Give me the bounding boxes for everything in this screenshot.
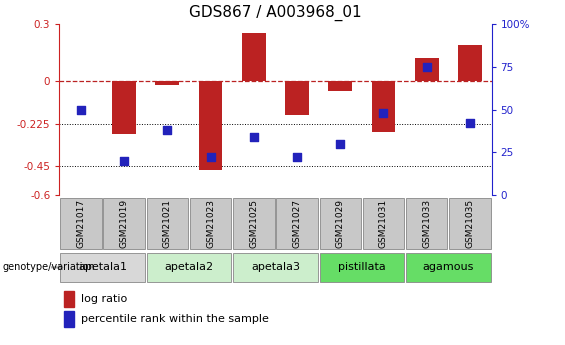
- Point: [293, 155, 302, 160]
- Point: [76, 107, 85, 112]
- Bar: [372, 81, 396, 132]
- Text: GSM21035: GSM21035: [466, 199, 475, 248]
- FancyBboxPatch shape: [147, 198, 188, 249]
- Text: percentile rank within the sample: percentile rank within the sample: [81, 314, 269, 324]
- Point: [163, 127, 172, 133]
- Text: GSM21031: GSM21031: [379, 199, 388, 248]
- Point: [379, 110, 388, 116]
- Point: [336, 141, 345, 147]
- Bar: [155, 81, 179, 85]
- Text: apetala1: apetala1: [78, 263, 127, 272]
- Bar: [199, 81, 223, 170]
- Point: [249, 134, 258, 140]
- FancyBboxPatch shape: [276, 198, 318, 249]
- Bar: [285, 81, 309, 115]
- Text: GSM21029: GSM21029: [336, 199, 345, 248]
- Point: [466, 120, 475, 126]
- Bar: [64, 311, 75, 327]
- Title: GDS867 / A003968_01: GDS867 / A003968_01: [189, 5, 362, 21]
- Text: genotype/variation: genotype/variation: [3, 263, 95, 272]
- Point: [206, 155, 215, 160]
- Point: [422, 64, 431, 70]
- Bar: [64, 291, 75, 307]
- Text: apetala3: apetala3: [251, 263, 300, 272]
- Bar: [458, 45, 482, 81]
- Bar: [415, 58, 438, 81]
- FancyBboxPatch shape: [103, 198, 145, 249]
- Text: GSM21023: GSM21023: [206, 199, 215, 248]
- Text: GSM21019: GSM21019: [120, 199, 129, 248]
- Bar: [242, 33, 266, 81]
- Text: GSM21017: GSM21017: [76, 199, 85, 248]
- Point: [120, 158, 129, 164]
- Text: GSM21021: GSM21021: [163, 199, 172, 248]
- FancyBboxPatch shape: [406, 253, 490, 282]
- FancyBboxPatch shape: [406, 198, 447, 249]
- Text: log ratio: log ratio: [81, 294, 127, 304]
- FancyBboxPatch shape: [147, 253, 231, 282]
- FancyBboxPatch shape: [60, 198, 102, 249]
- FancyBboxPatch shape: [60, 253, 145, 282]
- Text: apetala2: apetala2: [164, 263, 214, 272]
- FancyBboxPatch shape: [320, 198, 361, 249]
- Bar: [112, 81, 136, 134]
- Text: GSM21027: GSM21027: [293, 199, 302, 248]
- Text: pistillata: pistillata: [338, 263, 386, 272]
- FancyBboxPatch shape: [320, 253, 404, 282]
- FancyBboxPatch shape: [233, 198, 275, 249]
- FancyBboxPatch shape: [190, 198, 231, 249]
- FancyBboxPatch shape: [449, 198, 490, 249]
- Bar: [328, 81, 352, 91]
- Text: agamous: agamous: [423, 263, 474, 272]
- FancyBboxPatch shape: [363, 198, 404, 249]
- FancyBboxPatch shape: [233, 253, 318, 282]
- Text: GSM21025: GSM21025: [249, 199, 258, 248]
- Text: GSM21033: GSM21033: [422, 199, 431, 248]
